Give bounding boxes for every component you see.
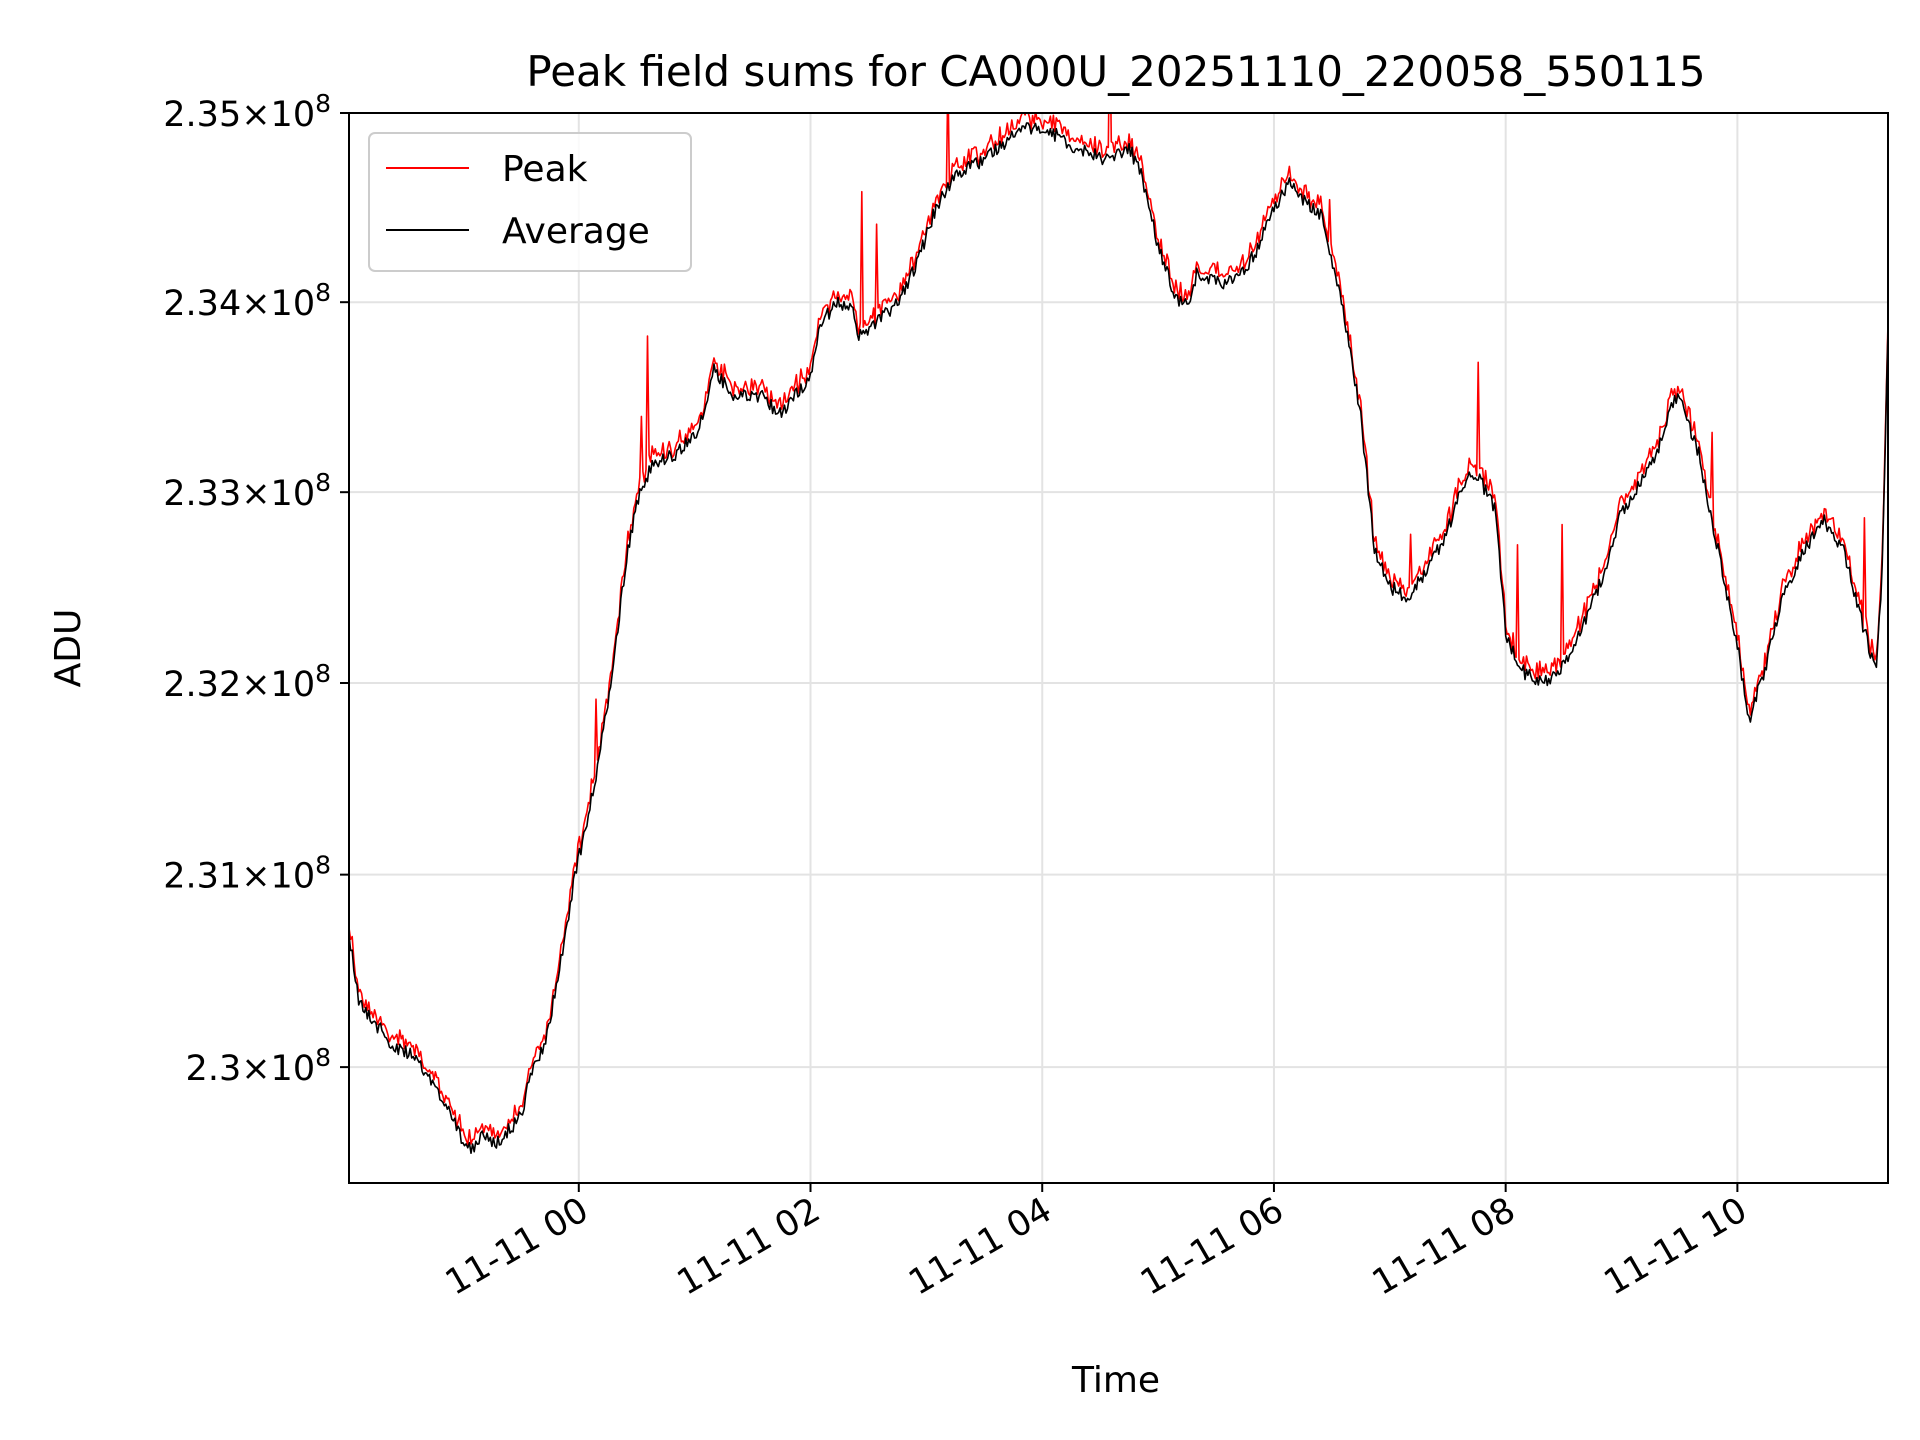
y-tick-times: ×10 — [241, 474, 315, 514]
plot-area — [349, 113, 1888, 1154]
y-tick-mantissa: 2.3 — [186, 1049, 242, 1089]
y-tick-times: ×10 — [241, 1049, 315, 1089]
y-tick-mantissa: 2.31 — [163, 857, 241, 897]
plot-frame — [348, 112, 1889, 1184]
y-tick-label: 2.34×108 — [163, 278, 331, 324]
legend-label-peak: Peak — [502, 149, 588, 190]
series-line-peak — [349, 113, 1888, 1146]
series-line-average — [349, 122, 1888, 1154]
y-tick-mantissa: 2.32 — [163, 665, 241, 705]
y-axis: 2.3×1082.31×1082.32×1082.33×1082.34×1082… — [163, 89, 349, 1089]
chart-title: Peak field sums for CA000U_20251110_2200… — [526, 47, 1705, 96]
y-tick-times: ×10 — [241, 95, 315, 135]
y-tick-times: ×10 — [241, 857, 315, 897]
y-tick-times: ×10 — [241, 665, 315, 705]
y-tick-label: 2.32×108 — [163, 659, 331, 705]
y-tick-exponent: 8 — [315, 89, 331, 118]
y-tick-exponent: 8 — [315, 278, 331, 307]
y-tick-times: ×10 — [241, 284, 315, 324]
y-tick-mantissa: 2.33 — [163, 474, 241, 514]
y-tick-exponent: 8 — [315, 851, 331, 880]
y-tick-label: 2.35×108 — [163, 89, 331, 135]
y-tick-mantissa: 2.34 — [163, 284, 241, 324]
y-tick-exponent: 8 — [315, 468, 331, 497]
y-tick-label: 2.3×108 — [186, 1043, 331, 1089]
y-tick-exponent: 8 — [315, 1043, 331, 1072]
legend: Peak Average — [368, 132, 692, 272]
y-tick-label: 2.33×108 — [163, 468, 331, 514]
y-axis-label: ADU — [48, 609, 89, 688]
x-axis-label: Time — [1071, 1360, 1160, 1401]
y-tick-exponent: 8 — [315, 659, 331, 688]
y-tick-label: 2.31×108 — [163, 851, 331, 897]
y-tick-mantissa: 2.35 — [163, 95, 241, 135]
legend-label-average: Average — [502, 211, 650, 252]
